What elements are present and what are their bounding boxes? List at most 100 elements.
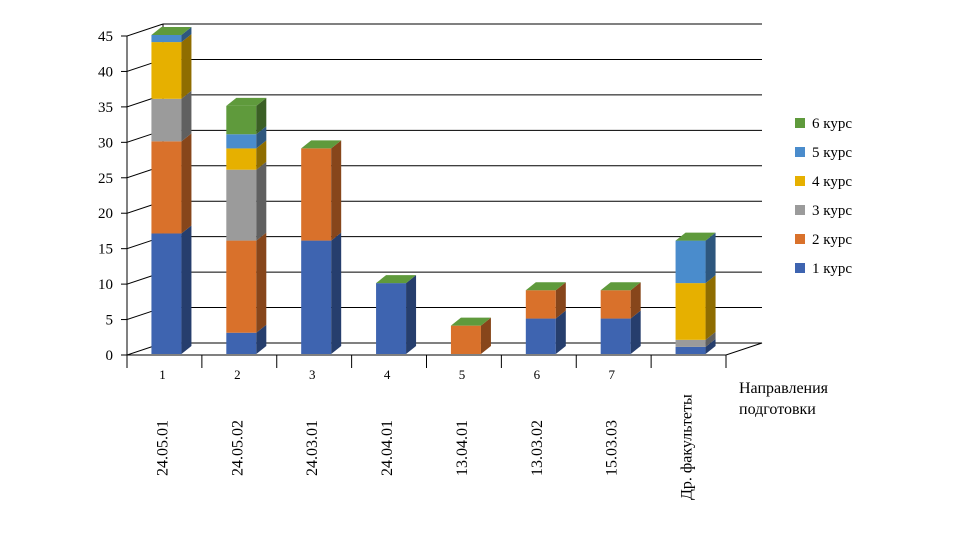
bar-segment — [226, 134, 257, 149]
y-tick-label: 25 — [98, 171, 113, 187]
legend-swatch — [795, 147, 805, 157]
bar-segment — [675, 240, 706, 284]
bar-top-cap — [226, 97, 267, 106]
category-code-label: 24.05.01 — [154, 420, 171, 476]
x-axis-title-line-1: Направления — [739, 380, 829, 397]
bar-segment-side — [705, 275, 716, 340]
bar-segment — [151, 42, 182, 99]
bar-segment-side — [181, 133, 192, 234]
x-tick-label: 2 — [234, 367, 241, 382]
bar-segment-side — [181, 34, 192, 99]
bar-segment-side — [480, 317, 491, 354]
category-code-label: 13.03.02 — [529, 420, 546, 476]
bar-segment-side — [555, 310, 566, 354]
y-tick-label: 5 — [106, 313, 114, 329]
legend-label: 1 курс — [812, 261, 852, 277]
x-tick-label: 4 — [384, 367, 391, 382]
bar-segment — [151, 141, 182, 234]
bar-segment-side — [630, 310, 641, 354]
bar-segment — [450, 325, 481, 354]
legend-swatch — [795, 263, 805, 273]
grid-layer — [126, 23, 763, 356]
bar-segment — [675, 283, 706, 340]
bar-segment — [151, 233, 182, 354]
category-code-label: 24.05.02 — [229, 420, 246, 476]
bar-segment-side — [181, 225, 192, 354]
bar-segment-side — [705, 232, 716, 284]
bar-top-cap — [525, 282, 566, 291]
bar-segment-side — [705, 331, 716, 347]
category-code-label: 15.03.03 — [604, 420, 621, 476]
bar-segment — [226, 105, 257, 135]
bar-segment-side — [331, 232, 342, 354]
bar-segment-side — [256, 97, 267, 135]
axis-layer: 051015202530354045124.05.01224.05.02324.… — [98, 29, 727, 500]
y-tick-label: 30 — [98, 135, 113, 151]
legend-swatch — [795, 118, 805, 128]
y-tick-label: 20 — [98, 206, 113, 222]
bar-segment — [301, 148, 332, 241]
bar-segment — [151, 35, 182, 43]
bar-segment — [525, 318, 556, 354]
bar-segment — [600, 290, 631, 319]
bar-segment — [226, 148, 257, 170]
y-tick-label: 35 — [98, 100, 113, 116]
legend-label: 6 курс — [812, 116, 852, 132]
x-tick-label: 6 — [534, 367, 541, 382]
bar-segment — [376, 283, 407, 354]
x-axis-title-line-2: подготовки — [739, 401, 816, 418]
bar-segment-side — [256, 232, 267, 333]
y-tick-label: 10 — [98, 277, 113, 293]
legend-swatch — [795, 176, 805, 186]
y-tick-label: 0 — [106, 348, 114, 364]
bar-top-cap — [450, 317, 491, 326]
bar-layer — [151, 27, 716, 354]
legend-layer: 6 курс 5 курс 4 курс 3 курс 2 курс 1 курс — [795, 116, 852, 277]
x-tick-label: 1 — [159, 367, 166, 382]
bar-segment — [226, 332, 257, 354]
legend-label: 3 курс — [812, 203, 852, 219]
bar-segment-side — [406, 275, 417, 354]
bar-segment-side — [331, 140, 342, 241]
floor-outline — [127, 342, 763, 356]
bar-segment-side — [256, 161, 267, 241]
bar-segment — [600, 318, 631, 354]
y-tick-label: 15 — [98, 242, 113, 258]
x-tick-label: 3 — [309, 367, 316, 382]
y-tick-label: 40 — [98, 64, 113, 80]
legend-swatch — [795, 234, 805, 244]
bar-top-cap — [600, 282, 641, 291]
legend-label: 4 курс — [812, 174, 852, 190]
bar-segment — [151, 98, 182, 142]
bar-segment-side — [705, 338, 716, 354]
bar-segment-side — [630, 282, 641, 319]
bar-segment-side — [181, 27, 192, 43]
bar-segment — [675, 339, 706, 347]
category-code-label: 24.04.01 — [379, 420, 396, 476]
category-code-label: 13.04.01 — [454, 420, 471, 476]
bar-segment-side — [256, 324, 267, 354]
x-tick-label: 5 — [459, 367, 466, 382]
y-tick-label: 45 — [98, 29, 113, 45]
gridline-side — [126, 23, 164, 37]
bar-segment — [675, 346, 706, 354]
legend-swatch — [795, 205, 805, 215]
x-tick-label: 7 — [608, 367, 615, 382]
bar-top-cap — [301, 140, 342, 149]
bar-top-cap — [376, 275, 417, 284]
category-code-label: Др. факультеты — [679, 394, 696, 500]
bar-top-cap — [151, 27, 192, 35]
bar-segment — [525, 290, 556, 319]
bar-top-cap — [675, 232, 716, 241]
bar-segment — [226, 169, 257, 241]
bar-segment-side — [256, 126, 267, 149]
bar-segment — [226, 240, 257, 333]
legend-label: 2 курс — [812, 232, 852, 248]
legend-label: 5 курс — [812, 145, 852, 161]
category-code-label: 24.03.01 — [304, 420, 321, 476]
bar-segment-side — [181, 90, 192, 142]
bar-segment — [301, 240, 332, 354]
bar-segment-side — [256, 140, 267, 170]
